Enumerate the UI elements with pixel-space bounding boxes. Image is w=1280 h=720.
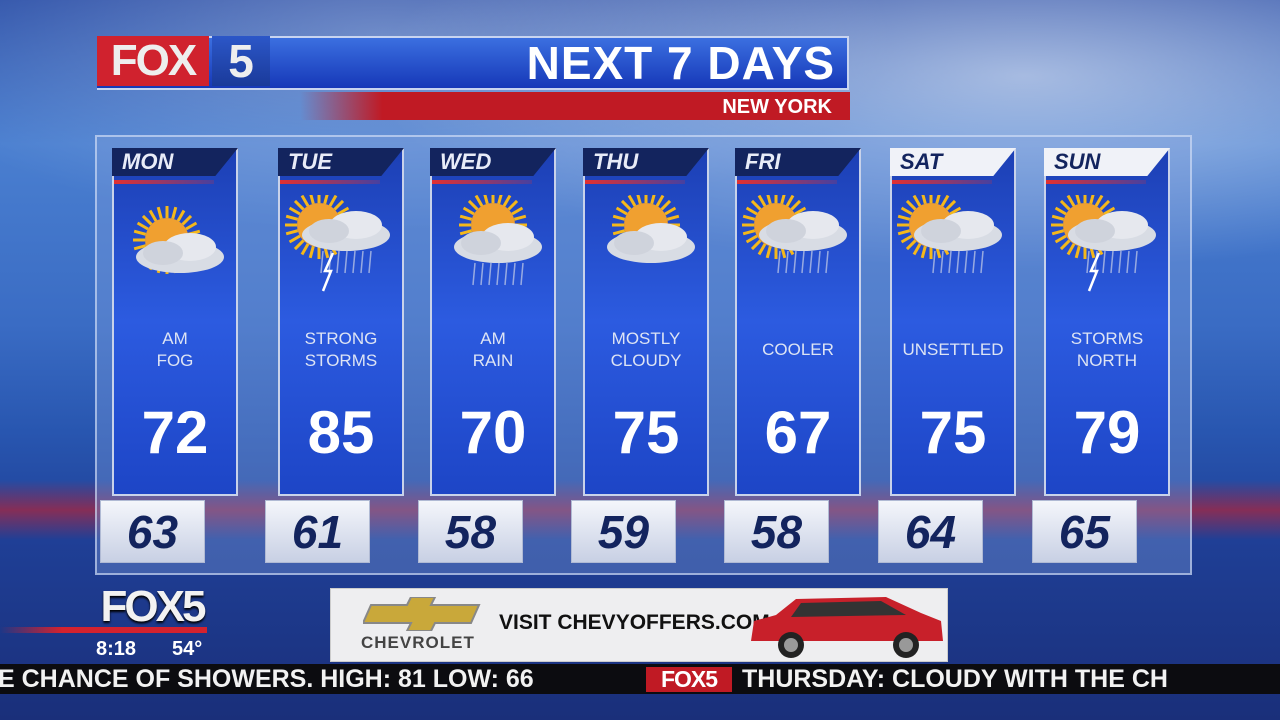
current-time: 8:18 <box>96 638 137 660</box>
low-temp-box <box>100 500 205 563</box>
high-temperature: 75 <box>919 399 987 466</box>
high-temperature: 79 <box>1073 399 1141 466</box>
partly-sunny-fog-icon <box>115 195 235 305</box>
mostly-cloudy-icon <box>586 191 706 305</box>
day-label: SUN <box>1044 148 1170 176</box>
day-card-wed <box>430 148 556 496</box>
condition-line: NORTH <box>1076 351 1138 370</box>
low-temperature: 58 <box>444 506 497 558</box>
sun-thunderstorm-icon <box>281 191 401 305</box>
condition-line: AM <box>162 329 188 348</box>
current-temperature: 54° <box>172 638 203 660</box>
day-header-accent <box>892 180 992 184</box>
sun-cloud-showers-icon <box>893 191 1013 305</box>
condition-text: AM RAIN <box>430 328 556 372</box>
low-temperature: 63 <box>126 506 179 558</box>
high-temperature: 72 <box>141 399 209 466</box>
condition-line: STORMS <box>304 351 378 370</box>
car-image <box>751 597 943 658</box>
condition-line: STRONG <box>304 329 378 348</box>
condition-text: COOLER <box>735 339 861 361</box>
day-header-accent <box>280 180 380 184</box>
sun-cloud-rain-icon <box>433 191 553 305</box>
condition-text: MOSTLY CLOUDY <box>583 328 709 372</box>
condition-line: STORMS <box>1070 329 1144 348</box>
page-title: NEXT 7 DAYS <box>526 37 835 89</box>
ticker-text-right: THURSDAY: CLOUDY WITH THE CH <box>742 665 1168 693</box>
day-header-accent <box>432 180 532 184</box>
high-temperature: 67 <box>764 399 832 466</box>
condition-text: STORMS NORTH <box>1044 328 1170 372</box>
day-label: THU <box>583 148 709 176</box>
condition-line: RAIN <box>472 351 514 370</box>
low-temperature: 65 <box>1058 506 1111 558</box>
low-temp-box <box>724 500 829 563</box>
news-ticker: E CHANCE OF SHOWERS. HIGH: 81 LOW: 66 TH… <box>0 664 1280 694</box>
ticker-text-left: E CHANCE OF SHOWERS. HIGH: 81 LOW: 66 <box>0 665 534 693</box>
low-temp-box <box>1032 500 1137 563</box>
day-label: MON <box>112 148 238 176</box>
day-label: SAT <box>890 148 1016 176</box>
day-card-mon <box>112 148 238 496</box>
condition-text: UNSETTLED <box>890 339 1016 361</box>
high-temperature: 75 <box>612 399 680 466</box>
ad-brand: CHEVROLET <box>361 633 475 652</box>
low-temp-box <box>878 500 983 563</box>
condition-line: AM <box>480 329 506 348</box>
high-temperature: 70 <box>459 399 527 466</box>
low-temperature: 64 <box>904 506 957 558</box>
low-temperature: 61 <box>291 506 344 558</box>
location-bar <box>300 92 850 120</box>
chevrolet-ad-banner[interactable]: CHEVROLET VISIT CHEVYOFFERS.COM <box>330 588 948 662</box>
day-header-accent <box>737 180 837 184</box>
condition-line: CLOUDY <box>610 351 682 370</box>
channel-5-logo: 5 <box>212 36 270 86</box>
low-temperature: 59 <box>597 506 650 558</box>
chevrolet-bowtie-icon <box>363 597 481 631</box>
low-temperature: 58 <box>750 506 803 558</box>
sun-cloud-showers-icon <box>738 191 858 305</box>
high-temperature: 85 <box>307 399 375 466</box>
low-temp-box <box>571 500 676 563</box>
condition-line: UNSETTLED <box>902 340 1004 359</box>
condition-text: AM FOG <box>112 328 238 372</box>
day-header-accent <box>114 180 214 184</box>
condition-line: COOLER <box>762 340 834 359</box>
location-label: NEW YORK <box>722 96 832 118</box>
condition-text: STRONG STORMS <box>278 328 404 372</box>
low-temp-box <box>418 500 523 563</box>
day-label: WED <box>430 148 556 176</box>
day-label: FRI <box>735 148 861 176</box>
condition-line: MOSTLY <box>611 329 681 348</box>
sun-thunderstorm-icon <box>1047 191 1167 305</box>
day-header-accent <box>585 180 685 184</box>
low-temp-box <box>265 500 370 563</box>
condition-line: FOG <box>156 351 194 370</box>
bug-divider <box>0 627 207 633</box>
ticker-fox5-logo: FOX5 <box>646 667 732 692</box>
ad-text[interactable]: VISIT CHEVYOFFERS.COM <box>499 611 770 634</box>
day-header-accent <box>1046 180 1146 184</box>
day-label: TUE <box>278 148 404 176</box>
fox5-bug-logo: FOX5 <box>100 582 207 631</box>
fox-logo: FOX <box>97 36 209 86</box>
